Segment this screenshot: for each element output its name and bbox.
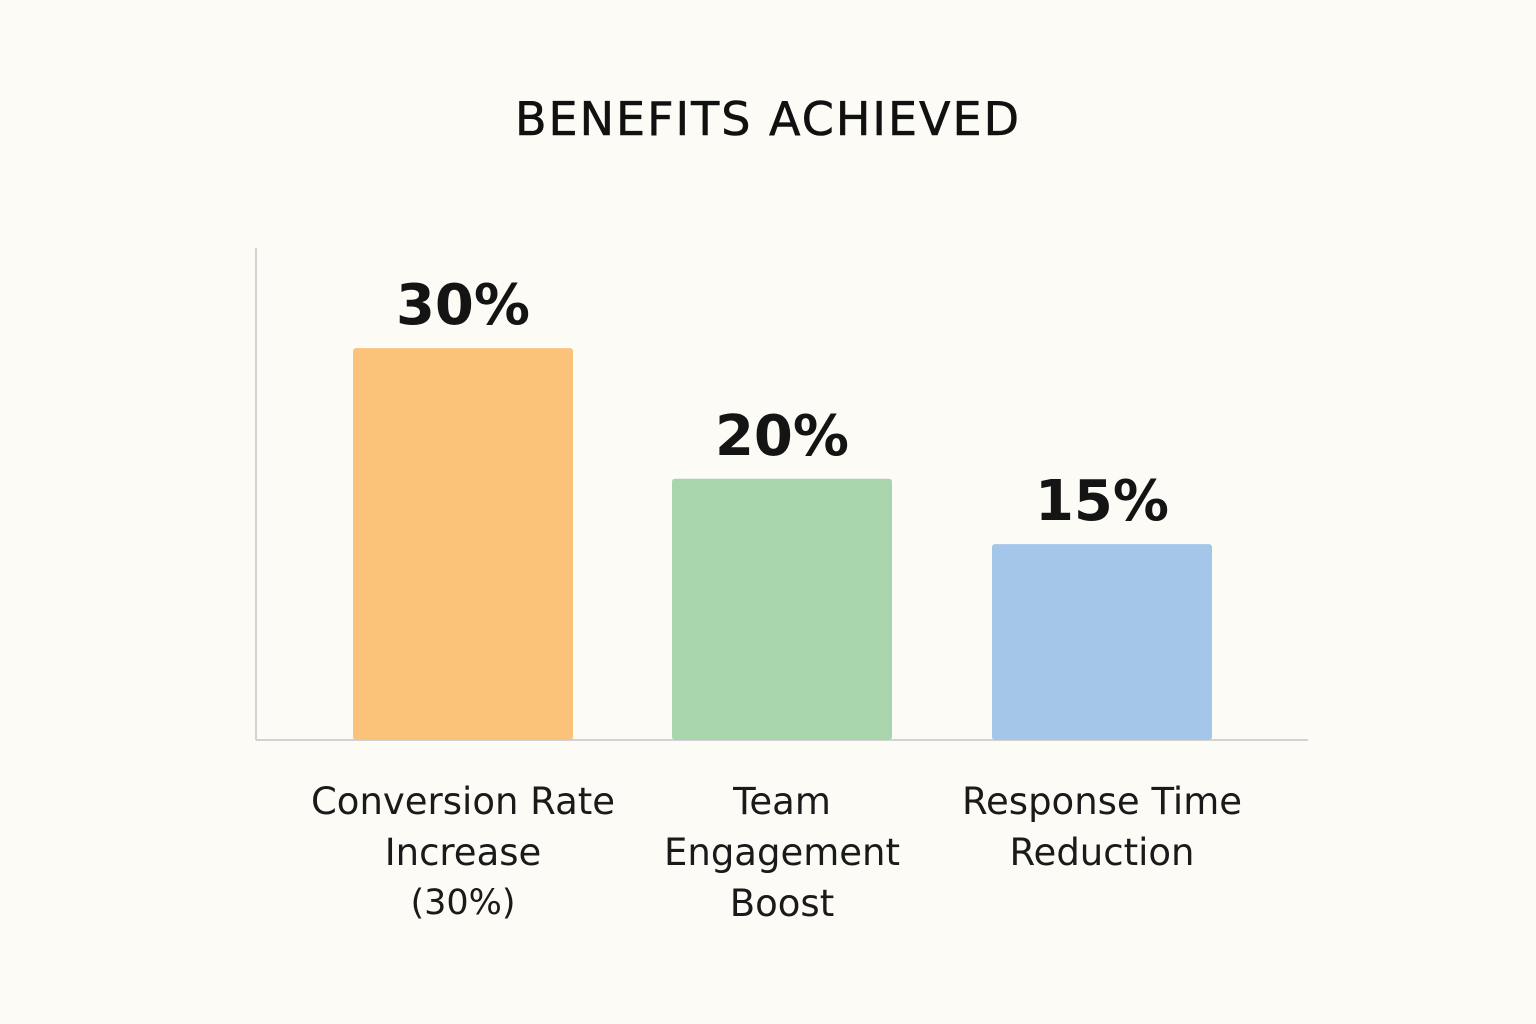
category-label-line: Increase — [384, 831, 542, 874]
category-label-line: (30%) — [410, 883, 516, 923]
category-label-line: Boost — [729, 882, 835, 925]
category-label-2: Team Engagement Boost — [602, 776, 962, 929]
category-label-line: Engagement — [663, 831, 900, 874]
value-labels-group: 30% 20% 15% — [396, 273, 1169, 534]
category-label-1: Conversion Rate Increase (30%) — [283, 776, 643, 929]
chart-title: BENEFITS ACHIEVED — [515, 92, 1021, 147]
category-label-line: Team — [733, 780, 831, 823]
bar-2 — [672, 478, 892, 740]
bars-group — [353, 348, 1212, 740]
value-label-2: 20% — [715, 404, 849, 469]
bar-3 — [992, 544, 1212, 740]
value-label-3: 15% — [1035, 469, 1169, 534]
category-label-line: Response Time — [961, 780, 1242, 823]
category-label-line: Conversion Rate — [310, 780, 616, 823]
category-label-3: Response Time Reduction — [922, 776, 1282, 878]
bar-1 — [353, 348, 573, 740]
value-label-1: 30% — [396, 273, 530, 338]
category-label-line: Reduction — [1009, 831, 1195, 874]
